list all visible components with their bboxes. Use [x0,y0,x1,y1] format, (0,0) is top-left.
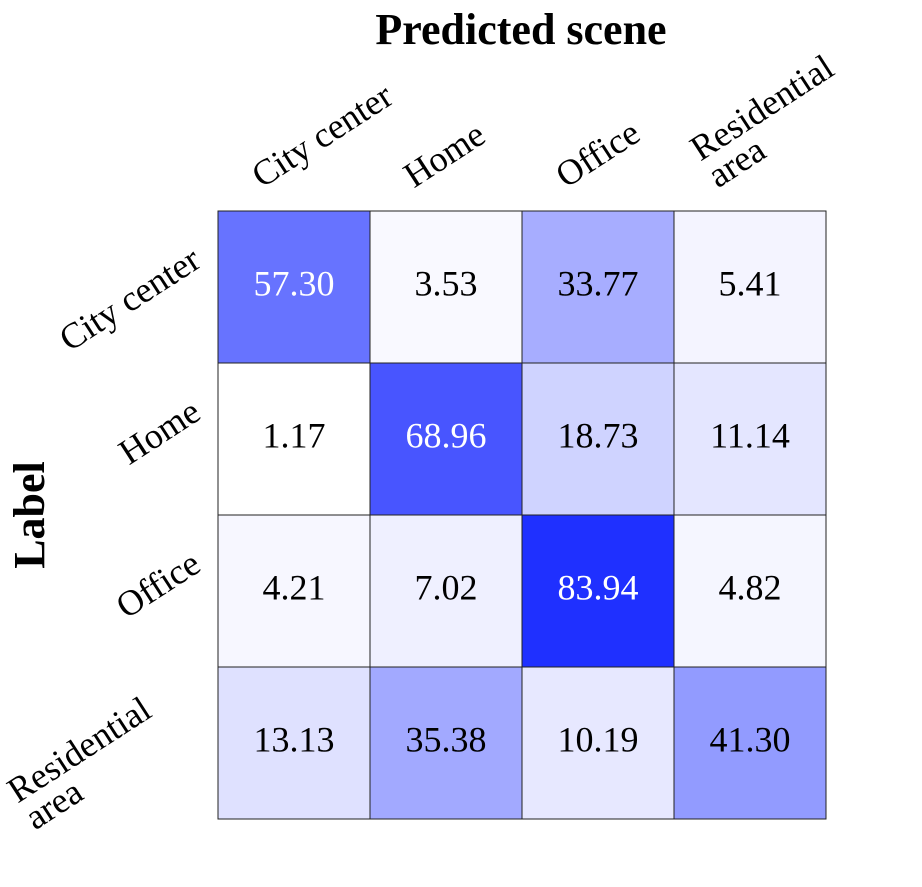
cell-label: 7.02 [415,567,478,607]
cell-label: 4.21 [263,567,326,607]
cell [521,514,675,668]
cell-label: 35.38 [406,719,487,759]
cell-label: 11.14 [710,415,790,455]
cell-label: 5.41 [719,263,782,303]
cell [673,666,827,820]
chart-title: Predicted scene [375,5,667,54]
cell [673,514,827,668]
cell-label: 18.73 [558,415,639,455]
cell [673,362,827,516]
cell-label: 1.17 [263,415,326,455]
cell [217,210,371,364]
cell [369,362,523,516]
cell [217,666,371,820]
cell-label: 10.19 [558,719,639,759]
cell [369,514,523,668]
cell [673,210,827,364]
cell-label: 3.53 [415,263,478,303]
cell-label: 13.13 [254,719,335,759]
cell-label: 83.94 [558,567,639,607]
cell-label: 33.77 [558,263,639,303]
cell-label: 68.96 [406,415,487,455]
cell [217,514,371,668]
cell [217,362,371,516]
cell-label: 57.30 [254,263,335,303]
cell-label: 41.30 [710,719,791,759]
cell [521,666,675,820]
cell-label: 4.82 [719,567,782,607]
cell [369,666,523,820]
